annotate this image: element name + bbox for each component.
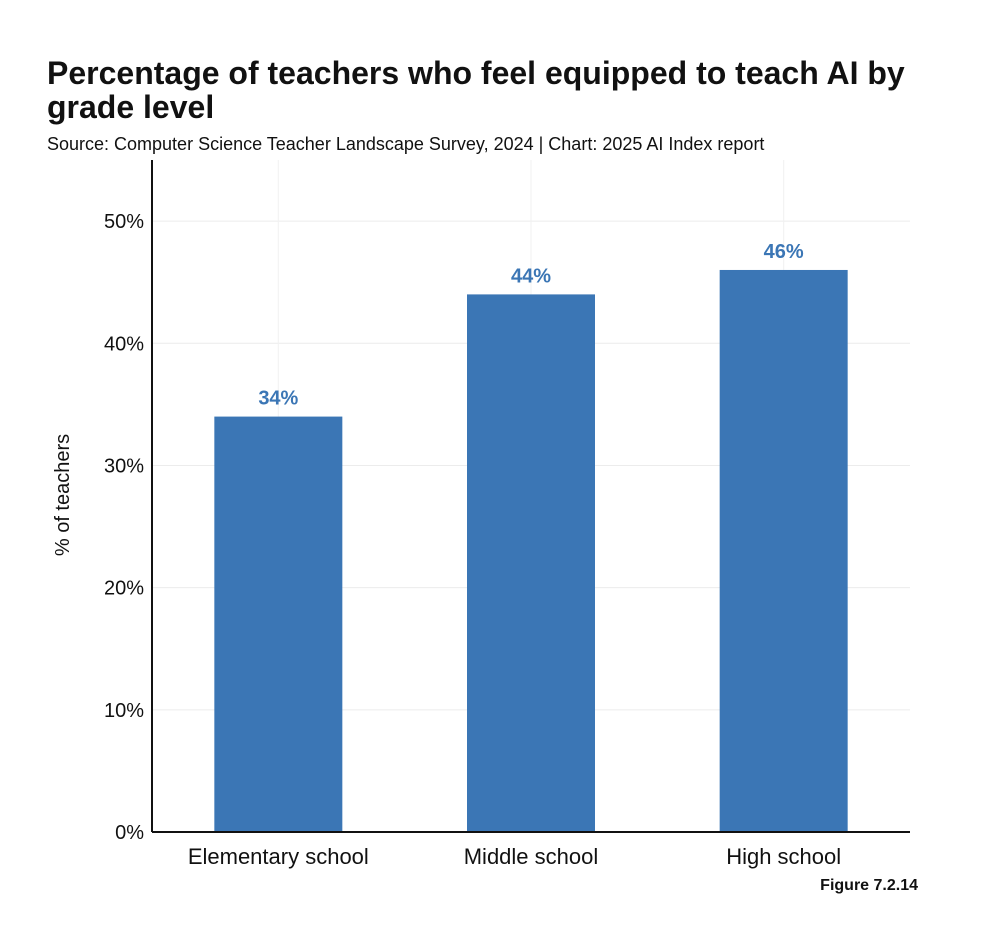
chart-title: Percentage of teachers who feel equipped… bbox=[47, 55, 905, 125]
figure-label: Figure 7.2.14 bbox=[820, 877, 918, 894]
y-tick-label: 20% bbox=[104, 578, 144, 600]
bars bbox=[214, 269, 848, 832]
bar bbox=[719, 269, 848, 832]
y-tick-label: 10% bbox=[104, 700, 144, 722]
bar bbox=[214, 416, 343, 832]
data-label: 46% bbox=[764, 241, 804, 263]
y-tick-label: 40% bbox=[104, 333, 144, 355]
y-tick-label: 50% bbox=[104, 211, 144, 233]
y-axis-title: % of teachers bbox=[52, 434, 74, 556]
chart-subtitle: Source: Computer Science Teacher Landsca… bbox=[47, 134, 765, 154]
axes bbox=[151, 160, 910, 833]
data-label: 34% bbox=[258, 388, 298, 410]
x-tick-label: High school bbox=[726, 844, 841, 869]
y-tick-label: 0% bbox=[115, 822, 144, 844]
bar bbox=[467, 294, 595, 832]
y-tick-label: 30% bbox=[104, 455, 144, 477]
labels: 0% 10% 20% 30% 40% 50% 34% Elementary school 44%… bbox=[104, 211, 841, 869]
x-tick-label: Middle school bbox=[464, 844, 599, 869]
data-label: 44% bbox=[511, 265, 551, 287]
x-tick-label: Elementary school bbox=[188, 844, 369, 869]
